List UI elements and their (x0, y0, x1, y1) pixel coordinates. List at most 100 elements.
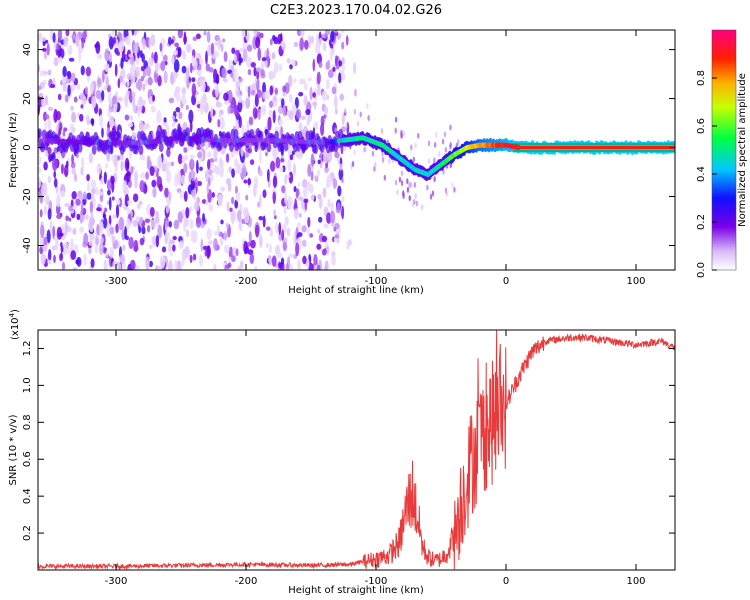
noise-speck (121, 79, 127, 86)
noise-speck (48, 154, 52, 163)
noise-speck (196, 68, 202, 77)
noise-speck (208, 168, 213, 176)
noise-speck (96, 163, 102, 175)
noise-speck (318, 216, 323, 223)
noise-speck (144, 78, 148, 88)
noise-speck (334, 222, 340, 230)
noise-speck (240, 57, 244, 63)
noise-speck (99, 236, 104, 244)
noise-speck (139, 216, 144, 224)
noise-speck (234, 185, 239, 195)
noise-speck (293, 78, 297, 84)
noise-speck (57, 30, 63, 42)
snr-x-ticks: -300 -200 -100 0 100 (105, 330, 646, 587)
noise-speck (148, 260, 153, 268)
noise-speck (72, 204, 78, 210)
noise-speck (336, 202, 341, 211)
noise-speck (47, 106, 54, 112)
noise-speck (134, 170, 138, 184)
noise-speck (218, 231, 223, 237)
noise-speck (312, 92, 316, 98)
ridge-envelope (266, 142, 272, 153)
noise-speck (374, 161, 377, 168)
noise-speck (126, 81, 130, 88)
noise-speck (321, 235, 328, 243)
noise-speck (298, 91, 304, 97)
noise-speck (196, 159, 199, 174)
noise-speck (275, 222, 279, 234)
ridge-envelope (283, 141, 289, 152)
noise-speck (108, 36, 114, 50)
noise-speck (47, 117, 51, 131)
noise-speck (115, 223, 119, 234)
noise-speck (218, 165, 225, 178)
noise-speck (56, 226, 63, 240)
noise-speck (166, 147, 171, 158)
noise-speck (86, 173, 90, 182)
noise-speck (293, 162, 296, 176)
noise-speck (179, 190, 185, 199)
noise-speck (220, 186, 226, 192)
noise-speck (237, 265, 242, 270)
noise-speck (105, 251, 109, 258)
noise-speck (280, 158, 285, 163)
noise-speck (177, 211, 183, 224)
noise-speck (84, 86, 89, 95)
noise-speck (167, 36, 172, 46)
noise-speck (142, 83, 146, 91)
noise-speck (81, 31, 87, 40)
noise-speck (136, 30, 140, 34)
noise-speck (155, 234, 160, 248)
noise-speck (453, 186, 456, 193)
noise-speck (322, 187, 327, 198)
noise-speck (326, 94, 330, 100)
noise-speck (289, 64, 293, 70)
noise-speck (47, 69, 52, 76)
noise-speck (133, 239, 139, 253)
noise-speck (214, 84, 219, 98)
noise-speck (302, 178, 308, 189)
colorbar: 0.0 0.2 0.4 0.6 0.8 Normalized spectral ampl… (696, 29, 748, 278)
noise-speck (191, 83, 197, 97)
y-tick-label: 0 (22, 144, 33, 150)
noise-speck (272, 69, 276, 78)
noise-speck (271, 255, 277, 267)
noise-speck (96, 53, 103, 60)
noise-speck (83, 253, 87, 266)
noise-speck (62, 130, 66, 137)
noise-speck (170, 239, 176, 245)
noise-speck (192, 253, 197, 261)
noise-speck (38, 176, 41, 189)
noise-speck (102, 247, 107, 254)
noise-speck (108, 196, 112, 211)
noise-speck (183, 35, 187, 44)
noise-speck (321, 248, 327, 256)
noise-speck (406, 186, 410, 193)
noise-speck (279, 166, 284, 173)
noise-speck (247, 86, 251, 98)
noise-speck (313, 121, 319, 131)
noise-speck (142, 38, 146, 50)
noise-speck (284, 191, 288, 205)
noise-speck (177, 170, 182, 183)
noise-speck (341, 196, 345, 202)
noise-speck (117, 31, 121, 39)
noise-speck (126, 160, 130, 170)
noise-speck (426, 184, 429, 191)
noise-speck (189, 158, 195, 171)
noise-speck (70, 250, 77, 260)
noise-speck (40, 224, 45, 238)
noise-speck (146, 224, 151, 233)
noise-speck (88, 240, 94, 246)
noise-speck (293, 208, 299, 219)
ridge-envelope (208, 129, 214, 140)
noise-speck (400, 170, 404, 177)
noise-speck (132, 193, 139, 202)
noise-speck (278, 64, 283, 72)
noise-speck (327, 59, 331, 68)
noise-speck (254, 224, 260, 238)
noise-speck (39, 246, 44, 255)
noise-speck (106, 223, 112, 237)
noise-speck (156, 110, 162, 124)
noise-speck (306, 258, 310, 269)
